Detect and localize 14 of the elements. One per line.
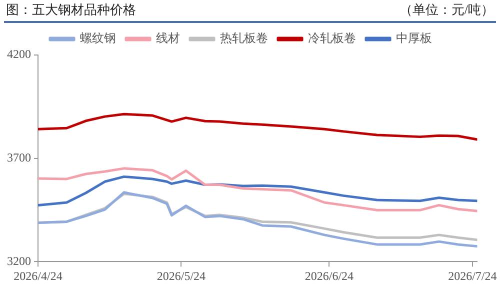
legend-label: 热轧板卷 (220, 31, 268, 46)
x-tick-label: 2026/4/24 (14, 268, 62, 283)
legend-label: 线材 (156, 31, 180, 46)
legend-label: 中厚板 (396, 31, 432, 46)
x-tick-label: 2026/5/24 (156, 268, 206, 283)
y-tick-label: 3700 (7, 150, 31, 164)
y-tick-label: 4200 (7, 47, 31, 62)
legend-label: 冷轧板卷 (308, 31, 356, 46)
x-tick-label: 2026/6/24 (304, 268, 354, 283)
chart-title: 图：五大钢材品种价格 (6, 1, 136, 19)
chart-subtitle: （单位：元/吨） (399, 1, 494, 19)
x-tick-label: 2026/7/24 (448, 268, 497, 283)
y-tick-label: 3200 (7, 254, 31, 268)
legend-label: 螺纹钢 (80, 31, 116, 46)
